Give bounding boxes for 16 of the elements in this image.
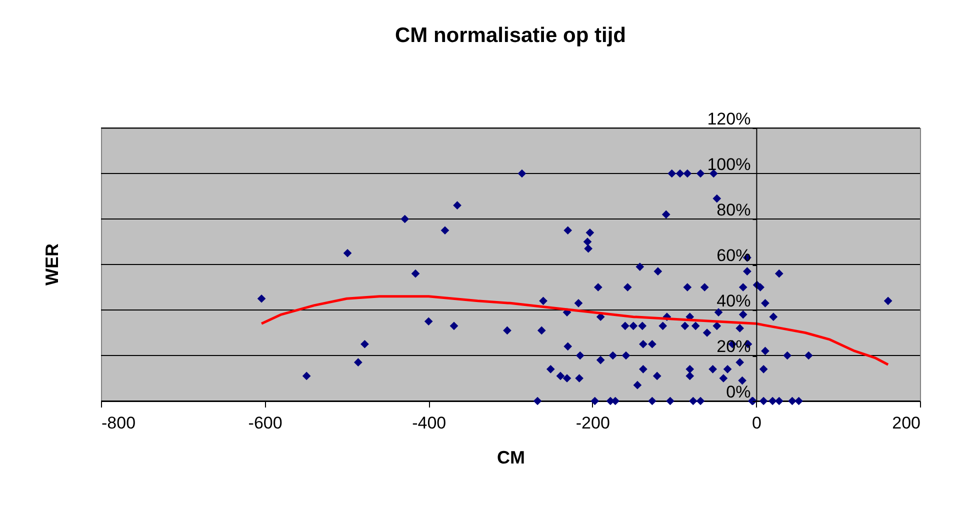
chart-title: CM normalisatie op tijd: [394, 24, 626, 47]
x-tick-label: 200: [892, 414, 920, 432]
y-tick-label: 120%: [707, 110, 751, 128]
y-tick-label: 0%: [726, 382, 751, 402]
x-tick-label: -400: [412, 414, 446, 432]
x-axis-title: CM: [497, 448, 525, 468]
x-tick-label: 0: [752, 414, 762, 432]
x-tick-label: -600: [248, 414, 282, 432]
y-axis-title: WER: [42, 244, 62, 286]
y-tick-label: 80%: [716, 200, 751, 220]
x-tick-label: -200: [576, 414, 610, 432]
y-tick-label: 40%: [716, 292, 751, 310]
x-tick-label: -800: [102, 414, 136, 432]
y-tick-label: 60%: [716, 246, 751, 265]
y-tick-label: 100%: [707, 155, 751, 174]
y-tick-label: 20%: [716, 337, 751, 356]
